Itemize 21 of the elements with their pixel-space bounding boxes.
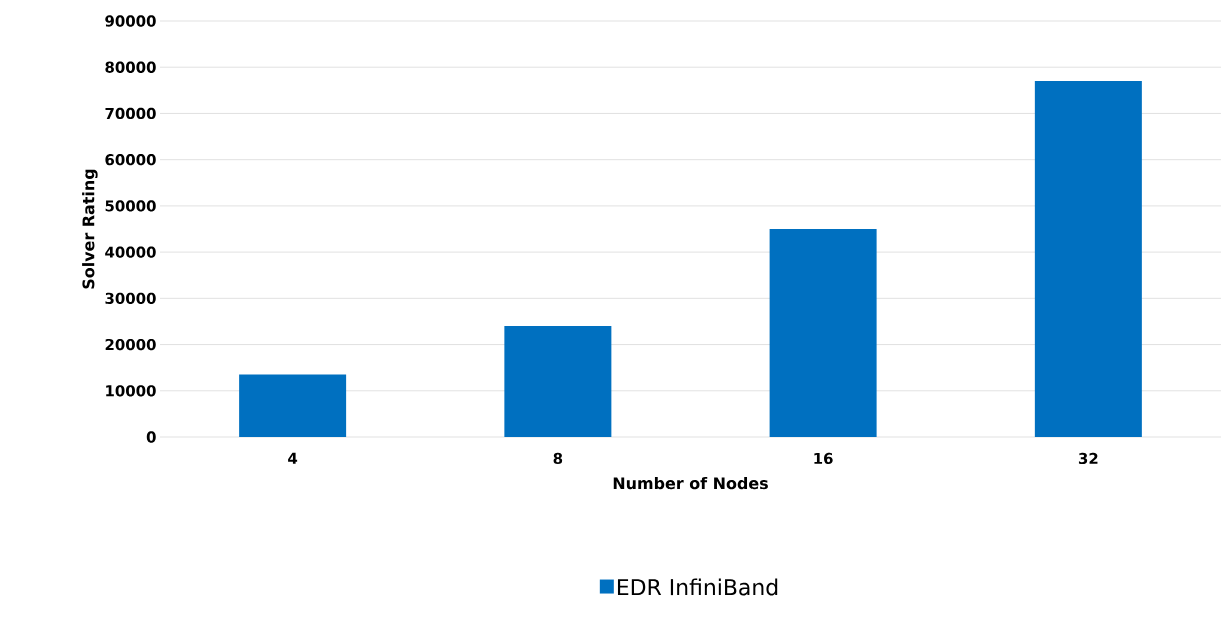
y-tick-label: 10000 bbox=[106, 385, 156, 397]
bar bbox=[504, 326, 612, 437]
y-axis-title: Solver Rating bbox=[82, 169, 98, 289]
y-tick-label: 80000 bbox=[105, 61, 156, 73]
y-tick-label: 20000 bbox=[105, 338, 156, 351]
bar bbox=[769, 229, 877, 437]
x-tick-label: 4 bbox=[288, 452, 298, 464]
x-tick-label: 16 bbox=[814, 452, 833, 465]
y-tick-label: 60000 bbox=[105, 154, 156, 166]
x-axis-title: Number of Nodes bbox=[613, 476, 768, 490]
bar bbox=[239, 374, 347, 437]
y-tick-label: 30000 bbox=[105, 292, 156, 304]
y-tick-label: 40000 bbox=[105, 246, 156, 258]
x-tick-label: 8 bbox=[553, 452, 563, 465]
bar bbox=[1034, 81, 1142, 437]
legend-label: EDR InfiniBand bbox=[617, 578, 778, 596]
y-tick-label: 0 bbox=[146, 431, 156, 443]
y-tick-label: 90000 bbox=[105, 15, 156, 27]
x-tick-label: 32 bbox=[1078, 452, 1098, 465]
y-tick-label: 70000 bbox=[105, 107, 156, 120]
y-tick-label: 50000 bbox=[105, 200, 156, 212]
